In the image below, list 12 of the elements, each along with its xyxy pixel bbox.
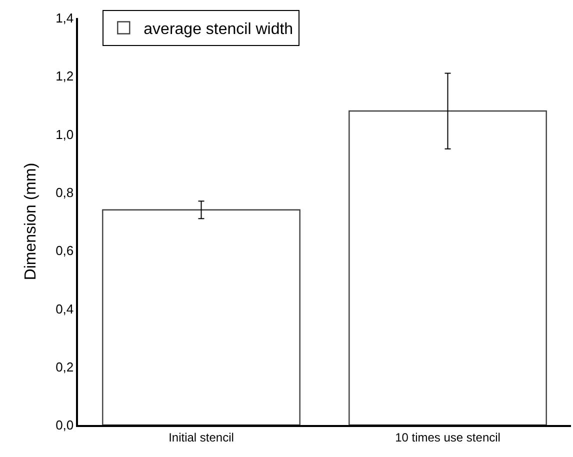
- y-tick-label: 0,8: [56, 184, 74, 200]
- y-tick-label: 0,0: [56, 418, 74, 433]
- x-tick-label: Initial stencil: [168, 430, 234, 444]
- legend-label: average stencil width: [144, 21, 294, 38]
- y-tick-label: 0,4: [56, 301, 74, 316]
- y-axis-title: Dimension (mm): [22, 162, 40, 280]
- y-tick-label: 1,0: [56, 126, 74, 142]
- x-tick-label: 10 times use stencil: [395, 430, 500, 444]
- y-tick-label: 1,4: [56, 10, 74, 26]
- y-tick-label: 1,2: [56, 68, 74, 84]
- y-tick-label: 0,2: [56, 359, 74, 374]
- y-tick-label: 0,6: [56, 243, 74, 258]
